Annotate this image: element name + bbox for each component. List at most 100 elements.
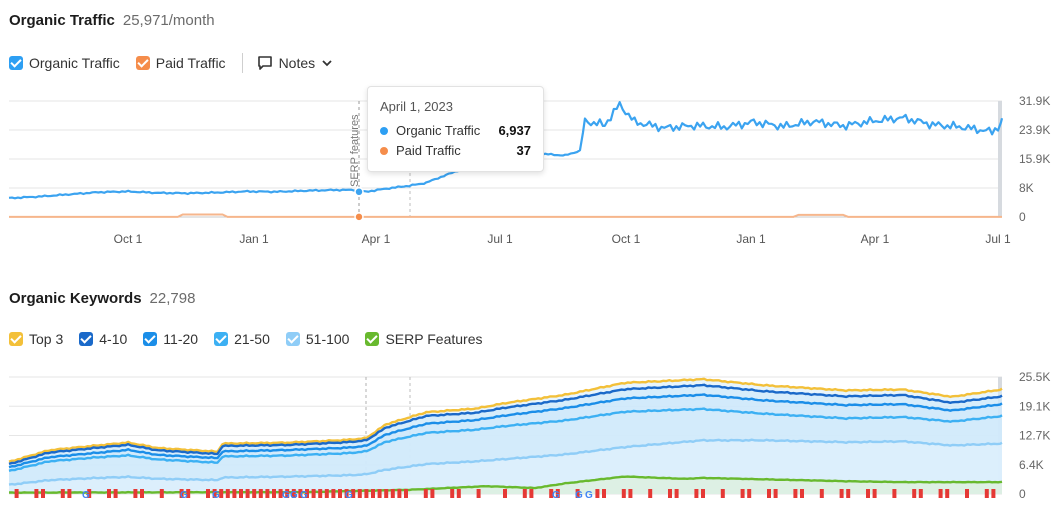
serp-marker bbox=[252, 489, 257, 498]
serp-marker bbox=[107, 489, 111, 498]
serp-marker bbox=[423, 489, 428, 498]
google-marker-icon: G bbox=[585, 490, 593, 501]
checkbox-icon[interactable] bbox=[214, 332, 229, 346]
serp-marker bbox=[503, 489, 507, 498]
tooltip-organic-value: 6,937 bbox=[498, 123, 531, 138]
serp-marker bbox=[245, 489, 250, 498]
organic-traffic-title-text: Organic Traffic bbox=[9, 12, 115, 29]
google-marker-icon: G bbox=[552, 490, 560, 501]
x-tick-label: Jan 1 bbox=[239, 232, 269, 246]
serp-marker bbox=[747, 489, 752, 498]
google-marker-icon: G bbox=[300, 490, 308, 501]
serp-marker bbox=[991, 489, 996, 498]
serp-marker bbox=[450, 489, 455, 498]
notes-dropdown[interactable]: Notes bbox=[257, 55, 334, 71]
google-marker-icon: G bbox=[212, 490, 220, 501]
serp-marker bbox=[846, 489, 851, 498]
serp-marker bbox=[866, 489, 870, 498]
checkbox-icon[interactable] bbox=[9, 56, 23, 70]
serp-marker bbox=[621, 489, 626, 498]
serp-marker bbox=[291, 489, 296, 498]
serp-marker bbox=[819, 489, 824, 498]
checkbox-icon[interactable] bbox=[79, 332, 94, 346]
checkbox-icon[interactable] bbox=[135, 56, 150, 70]
organic-keywords-summary: 22,798 bbox=[149, 290, 196, 307]
serp-marker bbox=[918, 489, 923, 498]
serp-marker bbox=[390, 489, 395, 498]
serp-marker bbox=[912, 489, 917, 498]
serp-marker bbox=[404, 489, 408, 498]
hover-point-paid bbox=[354, 212, 364, 222]
serp-marker bbox=[258, 489, 263, 498]
legend-serp-features[interactable]: SERP Features bbox=[365, 331, 482, 347]
legend-4-10[interactable]: 4-10 bbox=[79, 331, 127, 347]
y-tick-label: 8K bbox=[1019, 181, 1034, 195]
serp-marker bbox=[113, 489, 118, 498]
y-tick-label: 15.9K bbox=[1019, 152, 1050, 166]
checkbox-icon[interactable] bbox=[365, 332, 380, 346]
legend-21-50[interactable]: 21-50 bbox=[214, 331, 270, 347]
serp-marker bbox=[34, 489, 39, 498]
serp-marker bbox=[384, 489, 389, 498]
scroll-edge bbox=[998, 101, 1002, 217]
legend-serp-features-label: SERP Features bbox=[385, 331, 483, 347]
legend-51-100[interactable]: 51-100 bbox=[285, 331, 350, 347]
serp-marker bbox=[298, 489, 303, 498]
google-marker-icon: G bbox=[290, 490, 298, 501]
serp-marker bbox=[773, 489, 778, 498]
serp-marker bbox=[529, 489, 534, 498]
serp-marker bbox=[311, 489, 316, 498]
google-marker-icon: G bbox=[180, 490, 188, 501]
tooltip-row-organic: Organic Traffic 6,937 bbox=[380, 123, 531, 138]
legend-paid-traffic[interactable]: Paid Traffic bbox=[135, 55, 226, 71]
serp-marker bbox=[674, 489, 679, 498]
series-line-4-10 bbox=[8, 383, 1003, 466]
serp-marker bbox=[219, 489, 224, 498]
legend-11-20-label: 11-20 bbox=[163, 331, 199, 347]
checkbox-icon[interactable] bbox=[143, 332, 158, 346]
checkbox-icon[interactable] bbox=[9, 332, 23, 346]
legend-paid-traffic-label: Paid Traffic bbox=[155, 55, 226, 71]
organic-traffic-title: Organic Traffic 25,971/month bbox=[9, 12, 215, 29]
serp-marker bbox=[456, 489, 461, 498]
tooltip-date: April 1, 2023 bbox=[380, 99, 453, 114]
serp-marker bbox=[212, 489, 217, 498]
google-marker-icon: G bbox=[575, 490, 583, 501]
legend-top-3[interactable]: Top 3 bbox=[9, 331, 63, 347]
legend-11-20[interactable]: 11-20 bbox=[143, 331, 198, 347]
chevron-down-icon bbox=[322, 60, 332, 67]
serp-marker bbox=[872, 489, 877, 498]
x-tick-label: Apr 1 bbox=[861, 232, 890, 246]
tooltip-organic-label: Organic Traffic bbox=[396, 123, 481, 138]
series-line-51-100 bbox=[8, 438, 1003, 486]
legend-organic-traffic-label: Organic Traffic bbox=[29, 55, 120, 71]
annotation-label-serp: SERP features bbox=[349, 114, 361, 187]
legend-divider bbox=[241, 53, 243, 73]
legend-organic-traffic[interactable]: Organic Traffic bbox=[9, 55, 120, 71]
tooltip-paid-value: 37 bbox=[516, 143, 531, 158]
y-tick-label: 31.9K bbox=[1019, 94, 1050, 108]
y-tick-label: 0 bbox=[1019, 210, 1026, 224]
x-tick-label: Oct 1 bbox=[114, 232, 143, 246]
serp-marker bbox=[87, 489, 92, 498]
legend-51-100-label: 51-100 bbox=[305, 331, 350, 347]
traffic-legend: Organic Traffic Paid Traffic Notes bbox=[9, 53, 333, 73]
serp-marker bbox=[206, 489, 210, 498]
serp-marker bbox=[140, 489, 144, 498]
organic-keywords-title-text: Organic Keywords bbox=[9, 290, 142, 307]
notes-label: Notes bbox=[278, 55, 316, 71]
serp-marker bbox=[945, 489, 950, 498]
serp-marker bbox=[324, 489, 329, 498]
serp-marker bbox=[14, 489, 19, 498]
serp-marker bbox=[318, 489, 323, 498]
serp-marker bbox=[628, 489, 633, 498]
checkbox-icon[interactable] bbox=[285, 332, 300, 346]
serp-marker bbox=[668, 489, 672, 498]
google-marker-icon: G bbox=[345, 490, 353, 501]
serp-marker bbox=[60, 489, 65, 498]
hover-point-organic bbox=[354, 187, 364, 197]
serp-marker bbox=[575, 489, 580, 498]
google-marker-icon: G bbox=[282, 490, 290, 501]
paid-dot-icon bbox=[380, 146, 388, 155]
